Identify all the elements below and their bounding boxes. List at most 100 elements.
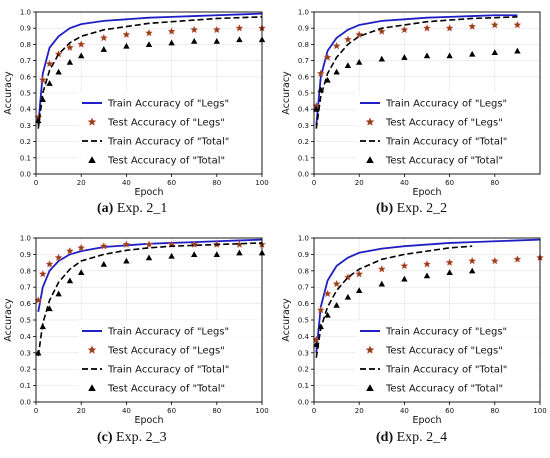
y-tick-label: 0.7 (298, 57, 309, 65)
test-total-point (100, 46, 107, 52)
y-tick-label: 0.8 (298, 267, 309, 275)
x-tick-label: 0 (34, 179, 38, 187)
legend-label: Train Accuracy of "Total" (385, 365, 507, 376)
y-tick-label: 0.4 (20, 333, 32, 341)
test-total-point (55, 68, 62, 75)
test-total-point (401, 54, 408, 60)
x-tick-label: 100 (255, 407, 268, 415)
x-tick-label: 20 (77, 407, 86, 415)
series-2 (315, 245, 473, 358)
test-total-point (213, 251, 220, 257)
test-legs-point (235, 23, 244, 32)
train-legs-line (315, 238, 541, 353)
x-tick-label: 0 (34, 407, 38, 415)
test-legs-point (323, 289, 332, 298)
test-legs-point (490, 20, 499, 29)
test-total-point (469, 267, 476, 274)
x-tick-label: 80 (212, 179, 221, 187)
x-tick-label: 20 (77, 179, 86, 187)
y-tick-label: 0.6 (20, 73, 32, 81)
test-total-point (317, 86, 324, 93)
legend-swatch-test-legs (87, 117, 97, 126)
test-total-point (333, 68, 340, 75)
test-total-point (356, 287, 363, 294)
test-total-point (324, 311, 331, 318)
test-legs-point (422, 23, 432, 32)
test-total-point (446, 52, 453, 59)
test-legs-point (377, 264, 386, 273)
legend: Train Accuracy of "Legs" Test Accuracy of… (78, 320, 260, 400)
legend-label: Train Accuracy of "Legs" (385, 327, 507, 338)
legend-box (356, 320, 538, 400)
y-tick-label: 0.0 (20, 399, 31, 407)
series-0 (315, 238, 541, 353)
y-tick-label: 0.4 (298, 333, 310, 341)
train-total-line (315, 245, 473, 358)
series-1 (312, 253, 545, 344)
legend-label: Test Accuracy of "Total" (107, 156, 225, 167)
caption-b-letter: (b) (376, 201, 394, 216)
test-total-point (168, 39, 175, 46)
test-legs-point (332, 41, 341, 50)
y-tick-label: 0.5 (298, 317, 309, 325)
test-legs-point (77, 40, 86, 48)
x-axis-label: Epoch (134, 187, 163, 198)
legend-swatch-test-total (88, 384, 96, 392)
x-tick-label: 60 (445, 407, 454, 415)
y-tick-label: 0.1 (298, 382, 309, 390)
legend-swatch-test-total (366, 384, 374, 392)
legend-swatch-test-total (366, 156, 374, 164)
test-legs-point (332, 279, 341, 288)
test-total-point (46, 305, 53, 312)
y-tick-label: 0.8 (20, 41, 31, 49)
y-tick-label: 0.2 (298, 366, 309, 374)
caption-c: (c) Exp. 2_3 (97, 430, 167, 446)
test-legs-point (54, 253, 63, 262)
test-total-point (191, 251, 198, 257)
chart-panel-c: 0.0 0.1 0.2 0.3 0.4 0.5 0.6 0.7 0.8 0.9 1.0 0 20 40 60… (0, 228, 272, 427)
y-tick-label: 1.0 (20, 9, 31, 17)
test-legs-point (99, 241, 108, 250)
axes-frame (35, 11, 263, 175)
x-axis-label: Epoch (412, 415, 441, 426)
test-total-point (100, 261, 107, 267)
x-tick-label: 80 (490, 179, 499, 187)
y-tick-label: 0.5 (20, 90, 31, 98)
test-total-point (123, 42, 130, 49)
test-legs-point (77, 243, 86, 252)
test-total-point (39, 96, 46, 103)
test-total-point (78, 52, 85, 59)
test-legs-point (122, 30, 131, 39)
y-tick-label: 0.2 (20, 138, 31, 146)
y-tick-label: 0.3 (20, 122, 31, 130)
test-total-point (378, 55, 385, 62)
test-total-point (145, 41, 153, 47)
test-total-point (78, 269, 85, 275)
chart-b-svg: 0.0 0.1 0.2 0.3 0.4 0.5 0.6 0.7 0.8 0.9 1.0 0 20 40 60… (281, 9, 541, 198)
test-total-point (66, 59, 74, 65)
x-tick-label: 60 (167, 179, 176, 187)
y-tick-label: 0.3 (20, 349, 31, 357)
legend-label: Train Accuracy of "Legs" (107, 99, 229, 110)
test-legs-point (212, 25, 221, 34)
train-legs-line (37, 238, 263, 312)
chart-d-svg: 0.0 0.1 0.2 0.3 0.4 0.5 0.6 0.7 0.8 0.9 1.0 0 20 40 60… (281, 235, 547, 427)
series-2 (315, 16, 518, 129)
x-tick-label: 60 (167, 407, 176, 415)
x-tick-label: 60 (445, 179, 454, 187)
test-total-point (66, 277, 74, 284)
y-tick-label: 0.1 (20, 382, 31, 390)
test-legs-point (513, 255, 522, 263)
test-total-point (333, 302, 340, 308)
y-tick-label: 0.9 (298, 251, 309, 259)
test-total-point (469, 50, 476, 57)
test-total-point (35, 117, 42, 124)
series-0 (37, 12, 263, 126)
test-legs-point (445, 23, 454, 32)
y-axis-label: Accuracy (281, 298, 292, 342)
y-tick-label: 0.6 (298, 300, 310, 308)
test-legs-point (65, 43, 74, 52)
y-tick-label: 0.9 (298, 25, 309, 33)
legend-swatch-test-legs (87, 345, 97, 354)
